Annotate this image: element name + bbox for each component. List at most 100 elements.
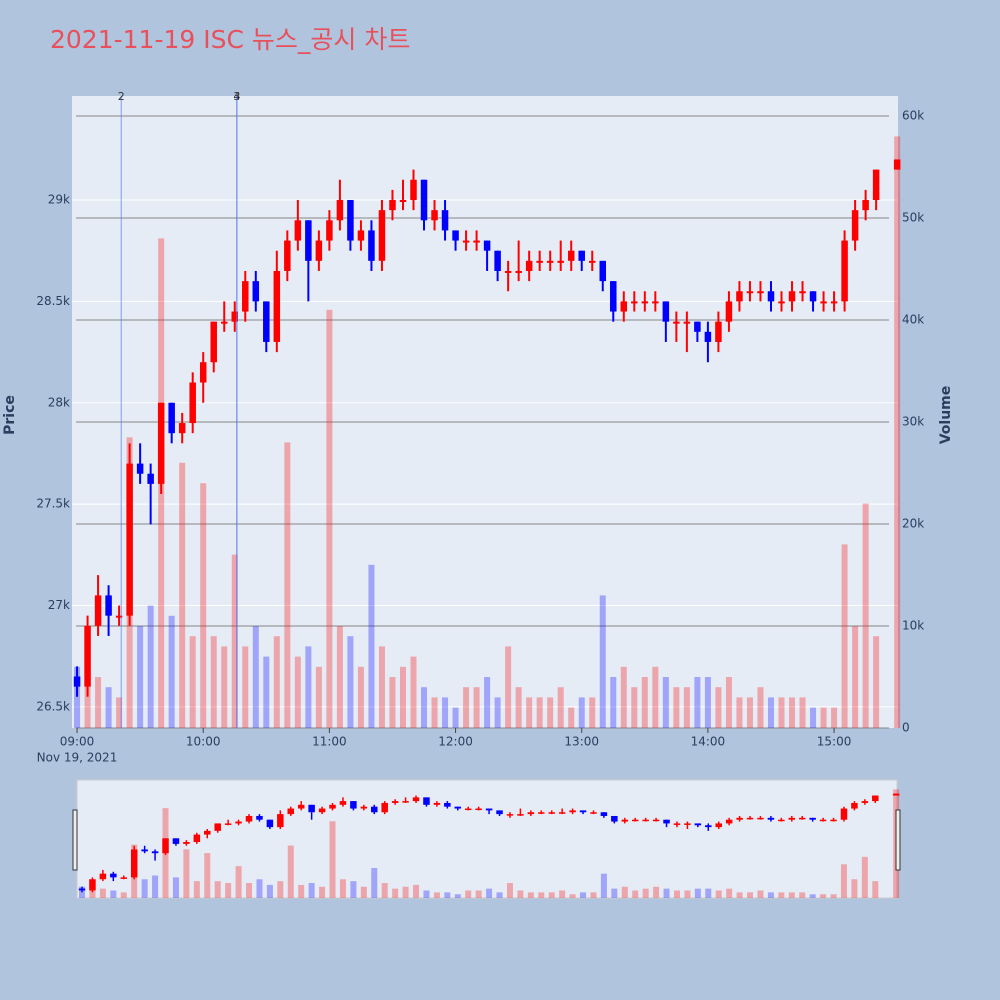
candle-body	[694, 321, 701, 332]
slider-volume-bar	[256, 879, 263, 898]
volume-bar	[662, 676, 669, 728]
candle-body	[210, 321, 217, 363]
volume-bar	[704, 676, 711, 728]
slider-volume-bar	[663, 888, 670, 898]
slider-candle-body	[381, 802, 388, 813]
slider-candle-body	[78, 888, 86, 891]
slider-volume-bar	[339, 879, 346, 898]
volume-bar	[189, 636, 196, 728]
volume-bar	[505, 646, 512, 728]
volume-bar	[95, 676, 102, 728]
slider-candle-body	[631, 819, 639, 822]
volume-bar	[789, 697, 796, 728]
slider-candle-body	[256, 815, 263, 820]
range-slider[interactable]	[76, 779, 898, 899]
slider-volume-bar	[277, 881, 284, 898]
slider-volume-bar	[820, 894, 827, 898]
slider-candle-body	[297, 804, 305, 809]
slider-volume-bar	[235, 866, 242, 898]
slider-candle-body	[851, 802, 858, 809]
candle-body	[347, 200, 354, 241]
candle-body	[220, 321, 228, 324]
volume-bar	[442, 697, 449, 728]
candle-body	[378, 210, 386, 261]
y-tick-label: 28k	[48, 395, 70, 409]
candle-body	[441, 210, 449, 231]
volume-bar	[357, 666, 364, 728]
slider-volume-bar	[580, 892, 587, 898]
candle-body	[115, 615, 123, 618]
slider-candle-body	[130, 849, 138, 878]
volume-bar	[305, 646, 312, 728]
slider-volume-bar	[183, 849, 190, 898]
volume-bar	[557, 687, 564, 728]
slider-candle-body	[172, 838, 180, 844]
volume-bar	[284, 442, 291, 728]
y2-tick-label: 60k	[902, 108, 924, 122]
slider-volume-bar	[319, 886, 326, 898]
slider-volume-bar	[444, 892, 451, 898]
slider-volume-bar	[778, 892, 785, 898]
candle-body	[715, 321, 722, 342]
slider-volume-bar	[172, 877, 179, 898]
slider-candle-body	[788, 817, 796, 820]
slider-candle-body	[746, 817, 754, 820]
candle-body	[546, 260, 554, 263]
slider-candle-body	[360, 806, 368, 809]
candle-body	[389, 200, 396, 211]
slider-handle-left[interactable]	[72, 809, 78, 871]
slider-candle-body	[694, 823, 702, 826]
candle-body	[746, 291, 754, 294]
x-tick-label: 13:00	[564, 735, 599, 749]
volume-bar	[599, 595, 606, 728]
volume-bar	[536, 697, 543, 728]
volume-bar	[873, 636, 880, 728]
x-date-label: Nov 19, 2021	[37, 751, 118, 765]
volume-bar	[252, 625, 259, 728]
slider-handle-right[interactable]	[895, 809, 901, 871]
volume-bar	[778, 697, 785, 728]
candle-body	[368, 230, 375, 261]
slider-candle-body	[454, 806, 462, 809]
candle-body	[126, 463, 133, 616]
slider-candle-body	[235, 821, 242, 824]
slider-candle-body	[464, 808, 472, 811]
volume-bar	[347, 636, 354, 728]
slider-candle-body	[329, 804, 336, 809]
candle-body	[336, 200, 344, 221]
candle-body	[105, 595, 112, 616]
slider-volume-bar	[517, 890, 524, 898]
slider-candle-body	[506, 814, 514, 816]
slider-candle-body	[705, 825, 712, 828]
slider-candle-body	[277, 814, 284, 828]
volume-bar	[168, 615, 175, 728]
slider-volume-bar	[329, 821, 336, 898]
y2-tick-label: 20k	[902, 516, 924, 530]
slider-candle-body	[245, 815, 253, 822]
volume-bar	[116, 697, 123, 728]
slider-candle-body	[517, 814, 524, 816]
volume-bar	[694, 676, 701, 728]
slider-volume-bar	[527, 892, 534, 898]
slider-candle-body	[350, 801, 357, 809]
slider-volume-bar	[120, 892, 127, 898]
slider-volume-bar	[757, 890, 764, 898]
slider-volume-bar	[402, 886, 409, 898]
x-tick-label: 10:00	[186, 735, 221, 749]
volume-bar	[484, 676, 491, 728]
volume-bar	[452, 707, 459, 728]
slider-volume-bar	[788, 892, 795, 898]
slider-candle-body	[151, 851, 159, 854]
volume-bar	[326, 309, 333, 728]
candle-body	[662, 301, 670, 322]
candle-body	[567, 250, 575, 261]
candle-body	[757, 291, 764, 294]
y2-axis-title: Volume	[938, 386, 954, 445]
y-tick-label: 27.5k	[36, 497, 70, 511]
annotation-label: 2	[118, 90, 125, 103]
candle-body	[147, 473, 154, 484]
slider-volume-bar	[569, 894, 576, 898]
candle-body	[536, 260, 543, 263]
slider-volume-bar	[809, 894, 816, 898]
